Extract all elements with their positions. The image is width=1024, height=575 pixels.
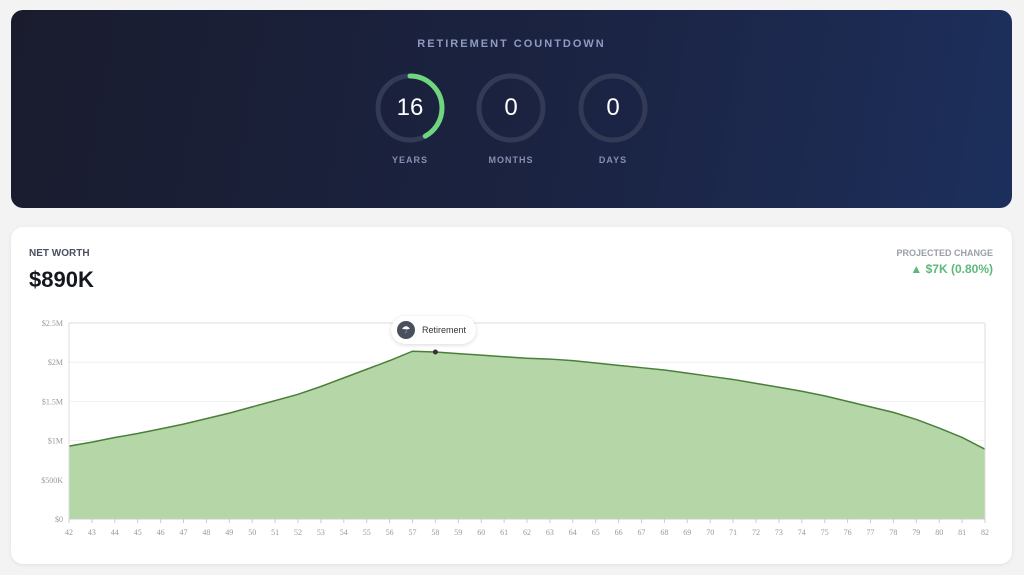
- y-tick-label: $1M: [48, 437, 63, 446]
- x-tick-label: 48: [202, 528, 210, 537]
- area-fill: [69, 351, 985, 519]
- months-label: MONTHS: [488, 155, 534, 165]
- x-tick-label: 63: [546, 528, 554, 537]
- x-tick-label: 60: [477, 528, 485, 537]
- x-tick-label: 54: [340, 528, 348, 537]
- y-tick-label: $0: [55, 515, 63, 524]
- umbrella-icon: ☂: [397, 321, 415, 339]
- x-tick-label: 46: [157, 528, 165, 537]
- x-tick-label: 75: [821, 528, 829, 537]
- x-tick-label: 43: [88, 528, 96, 537]
- y-tick-label: $1.5M: [42, 397, 63, 406]
- years-label: YEARS: [391, 155, 428, 165]
- x-tick-label: 47: [180, 528, 188, 537]
- x-tick-label: 73: [775, 528, 783, 537]
- x-tick-label: 71: [729, 528, 737, 537]
- x-tick-label: 55: [363, 528, 371, 537]
- net-worth-chart[interactable]: $0 $500K $1M $1.5M $2M $2.5M 42 43 44 45 46 47 48 49 5…: [11, 227, 1012, 564]
- days-value: 0: [606, 94, 620, 121]
- retirement-marker-label[interactable]: ☂ Retirement: [391, 316, 477, 344]
- days-ring: 0 DAYS: [577, 72, 649, 165]
- days-label: DAYS: [598, 155, 628, 165]
- x-tick-label: 64: [569, 528, 577, 537]
- y-tick-label: $2M: [48, 358, 63, 367]
- x-tick-label: 59: [454, 528, 462, 537]
- x-tick-label: 78: [889, 528, 897, 537]
- months-value: 0: [504, 94, 518, 121]
- years-value: 16: [396, 94, 424, 121]
- countdown-title: RETIREMENT COUNTDOWN: [417, 38, 606, 50]
- x-tick-label: 80: [935, 528, 943, 537]
- projected-change-value: ▲ $7K (0.80%): [910, 262, 993, 276]
- x-tick-label: 50: [248, 528, 256, 537]
- x-tick-label: 57: [409, 528, 417, 537]
- x-tick-label: 65: [592, 528, 600, 537]
- x-tick-label: 77: [867, 528, 875, 537]
- series-line: [68, 350, 986, 450]
- x-tick-label: 56: [386, 528, 394, 537]
- x-tick-label: 72: [752, 528, 760, 537]
- x-tick-label: 61: [500, 528, 508, 537]
- x-tick-label: 44: [111, 528, 119, 537]
- x-tick-label: 79: [912, 528, 920, 537]
- days-progress-ring: [578, 73, 648, 143]
- months-progress-ring: [476, 73, 546, 143]
- x-tick-label: 45: [134, 528, 142, 537]
- x-tick-label: 49: [225, 528, 233, 537]
- x-tick-label: 70: [706, 528, 714, 537]
- retirement-countdown-panel: RETIREMENT COUNTDOWN 16 YEARS 0 MONTHS 0…: [11, 10, 1012, 208]
- retirement-label: Retirement: [422, 325, 467, 335]
- net-worth-value: $890K: [29, 267, 94, 292]
- x-tick-label: 62: [523, 528, 531, 537]
- x-tick-label: 74: [798, 528, 806, 537]
- projected-change-label: PROJECTED CHANGE: [896, 248, 993, 258]
- x-tick-label: 66: [615, 528, 623, 537]
- x-tick-label: 67: [638, 528, 646, 537]
- x-tick-label: 69: [683, 528, 691, 537]
- x-tick-label: 58: [431, 528, 439, 537]
- retirement-point: [432, 349, 438, 355]
- y-tick-label: $2.5M: [42, 319, 63, 328]
- net-worth-label: NET WORTH: [29, 248, 90, 259]
- y-tick-label: $500K: [41, 476, 63, 485]
- x-tick-label: 42: [65, 528, 73, 537]
- x-tick-label: 82: [981, 528, 989, 537]
- years-progress-ring: [375, 73, 445, 143]
- x-tick-label: 76: [844, 528, 852, 537]
- x-tick-label: 52: [294, 528, 302, 537]
- x-tick-label: 51: [271, 528, 279, 537]
- x-tick-label: 68: [660, 528, 668, 537]
- x-tick-label: 53: [317, 528, 325, 537]
- years-ring: 16 YEARS: [374, 72, 446, 165]
- x-tick-label: 81: [958, 528, 966, 537]
- months-ring: 0 MONTHS: [475, 72, 547, 165]
- net-worth-card: NET WORTH $890K PROJECTED CHANGE ▲ $7K (…: [11, 227, 1012, 564]
